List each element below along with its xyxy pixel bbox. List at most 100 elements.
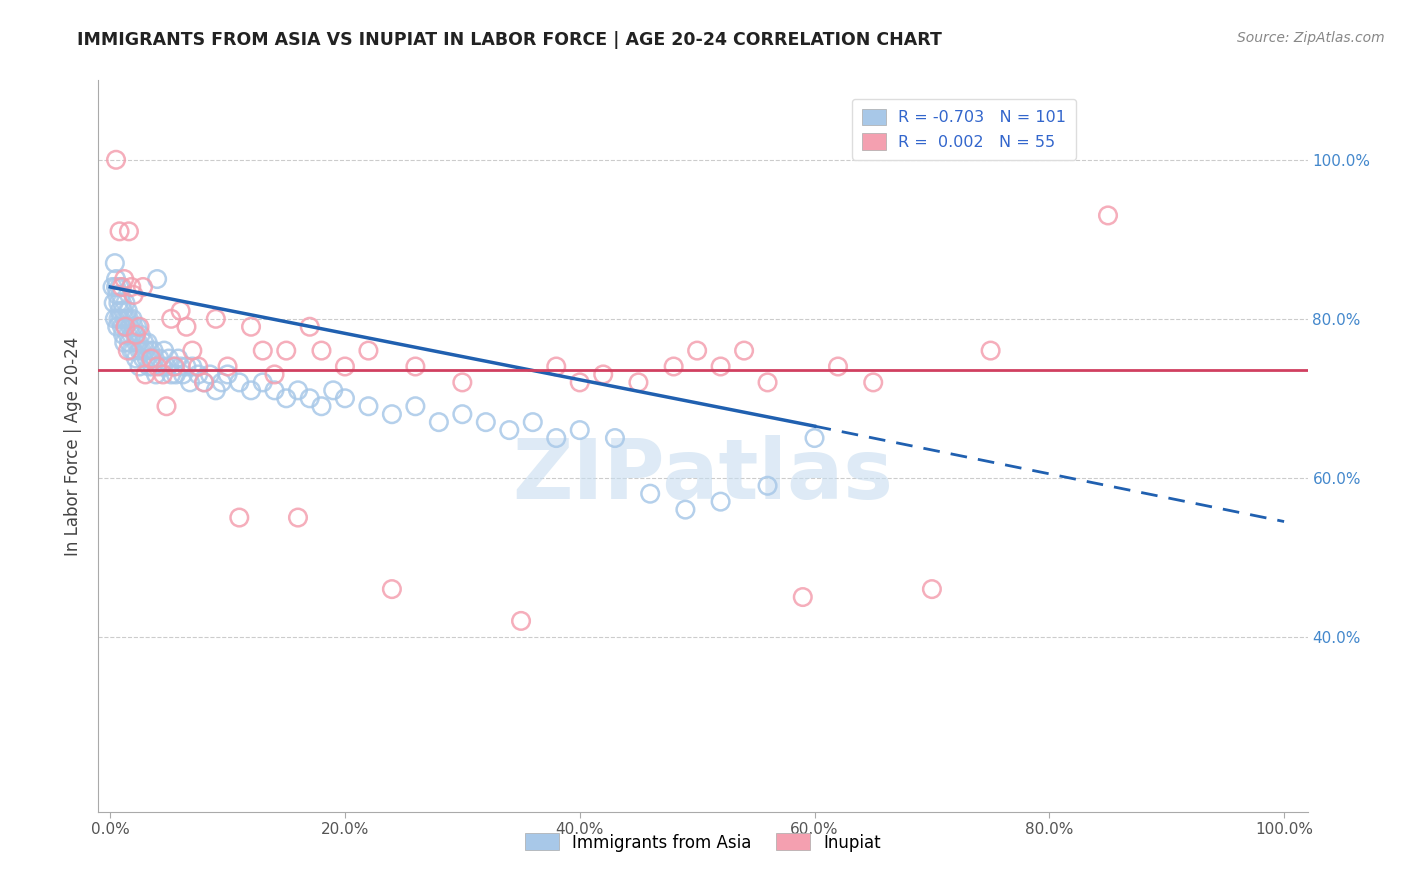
Point	[117, 303, 139, 318]
Point	[298, 392, 321, 406]
Point	[111, 296, 134, 310]
Point	[862, 376, 884, 390]
Point	[120, 327, 142, 342]
Point	[117, 327, 139, 342]
Point	[451, 407, 474, 421]
Point	[134, 368, 156, 382]
Point	[104, 311, 127, 326]
Point	[498, 423, 520, 437]
Point	[163, 359, 186, 374]
Point	[311, 399, 333, 413]
Point	[167, 351, 190, 366]
Point	[181, 359, 204, 374]
Point	[122, 343, 145, 358]
Point	[276, 343, 298, 358]
Point	[118, 311, 141, 326]
Point	[662, 359, 685, 374]
Point	[112, 335, 135, 350]
Point	[546, 431, 568, 445]
Point	[141, 351, 163, 366]
Point	[134, 335, 156, 350]
Point	[105, 153, 128, 167]
Point	[111, 280, 134, 294]
Point	[114, 319, 136, 334]
Text: IMMIGRANTS FROM ASIA VS INUPIAT IN LABOR FORCE | AGE 20-24 CORRELATION CHART: IMMIGRANTS FROM ASIA VS INUPIAT IN LABOR…	[77, 31, 942, 49]
Point	[114, 319, 136, 334]
Point	[150, 359, 173, 374]
Point	[263, 384, 285, 398]
Point	[107, 296, 129, 310]
Point	[146, 359, 169, 374]
Point	[165, 368, 187, 382]
Point	[152, 368, 174, 382]
Point	[110, 288, 132, 302]
Point	[142, 343, 165, 358]
Point	[114, 296, 136, 310]
Point	[121, 311, 143, 326]
Point	[157, 351, 180, 366]
Point	[475, 415, 498, 429]
Point	[187, 359, 209, 374]
Point	[427, 415, 450, 429]
Point	[240, 384, 263, 398]
Point	[128, 359, 150, 374]
Point	[128, 319, 150, 334]
Point	[112, 327, 135, 342]
Point	[105, 319, 128, 334]
Point	[146, 272, 169, 286]
Point	[120, 343, 142, 358]
Point	[803, 431, 825, 445]
Point	[111, 319, 134, 334]
Point	[187, 368, 209, 382]
Point	[322, 384, 344, 398]
Point	[179, 376, 201, 390]
Point	[733, 343, 755, 358]
Point	[211, 376, 233, 390]
Point	[108, 280, 131, 294]
Point	[298, 319, 321, 334]
Point	[198, 368, 221, 382]
Point	[118, 224, 141, 238]
Point	[792, 590, 814, 604]
Point	[756, 376, 779, 390]
Point	[451, 376, 474, 390]
Text: ZIPatlas: ZIPatlas	[513, 434, 893, 516]
Point	[673, 502, 696, 516]
Point	[193, 376, 215, 390]
Point	[153, 343, 176, 358]
Point	[117, 343, 139, 358]
Point	[115, 311, 138, 326]
Point	[125, 335, 148, 350]
Point	[101, 280, 124, 294]
Point	[125, 351, 148, 366]
Point	[181, 343, 204, 358]
Point	[122, 319, 145, 334]
Point	[141, 359, 163, 374]
Point	[104, 256, 127, 270]
Point	[120, 319, 142, 334]
Point	[108, 224, 131, 238]
Point	[357, 399, 380, 413]
Point	[176, 359, 198, 374]
Point	[287, 384, 309, 398]
Point	[136, 335, 159, 350]
Point	[129, 327, 152, 342]
Point	[546, 359, 568, 374]
Point	[357, 343, 380, 358]
Point	[193, 376, 215, 390]
Point	[404, 399, 426, 413]
Point	[638, 486, 661, 500]
Point	[107, 311, 129, 326]
Point	[155, 399, 177, 413]
Point	[125, 327, 148, 342]
Point	[108, 303, 131, 318]
Point	[135, 351, 157, 366]
Point	[122, 288, 145, 302]
Point	[240, 319, 263, 334]
Point	[169, 359, 191, 374]
Point	[627, 376, 650, 390]
Point	[176, 319, 198, 334]
Point	[145, 368, 167, 382]
Point	[160, 368, 183, 382]
Point	[110, 311, 132, 326]
